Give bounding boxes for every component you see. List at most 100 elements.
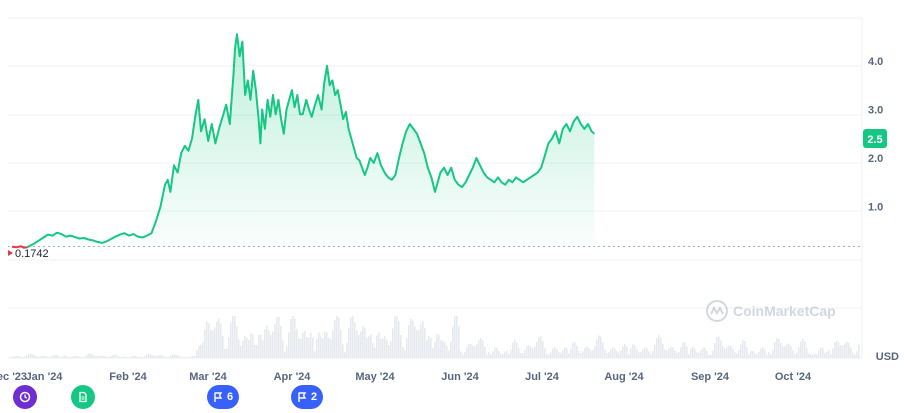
- volume-bar: [52, 355, 54, 358]
- volume-bar: [360, 331, 362, 358]
- volume-bar: [502, 353, 504, 358]
- event-marker[interactable]: [13, 385, 37, 409]
- volume-bar: [694, 349, 696, 358]
- volume-bar: [16, 355, 18, 358]
- volume-bar: [426, 340, 428, 358]
- volume-bar: [46, 356, 48, 358]
- y-tick-label: 2.0: [868, 153, 883, 165]
- volume-bar: [298, 338, 300, 358]
- volume-bar: [590, 350, 592, 358]
- volume-bar: [598, 335, 600, 358]
- volume-bar: [14, 356, 16, 358]
- volume-bar: [98, 355, 100, 358]
- volume-bar: [816, 354, 818, 358]
- volume-bar: [434, 341, 436, 358]
- volume-bar: [778, 338, 780, 358]
- volume-bar: [580, 353, 582, 358]
- volume-bar: [748, 354, 750, 358]
- volume-bar: [736, 353, 738, 358]
- volume-bar: [596, 339, 598, 358]
- volume-bar: [262, 340, 264, 358]
- volume-bar: [300, 339, 302, 358]
- volume-bar: [536, 342, 538, 358]
- volume-bar: [526, 346, 528, 358]
- volume-bar: [198, 345, 200, 358]
- volume-bar: [838, 342, 840, 358]
- volume-bar: [408, 325, 410, 358]
- volume-bar: [538, 337, 540, 358]
- volume-bar: [488, 352, 490, 358]
- volume-bar: [468, 343, 470, 358]
- volume-bar: [540, 336, 542, 358]
- volume-bar: [364, 328, 366, 358]
- volume-bar: [406, 338, 408, 358]
- volume-bar: [584, 348, 586, 358]
- y-unit-label: USD: [876, 351, 899, 363]
- volume-bar: [350, 317, 352, 358]
- volume-bar: [318, 332, 320, 358]
- volume-bar: [710, 354, 712, 358]
- volume-bar: [72, 356, 74, 358]
- event-count: 6: [227, 391, 234, 403]
- volume-bar: [510, 349, 512, 358]
- volume-bar: [388, 345, 390, 358]
- volume-bar: [266, 325, 268, 358]
- volume-bar: [222, 335, 224, 358]
- volume-bar: [438, 334, 440, 358]
- volume-bar: [782, 346, 784, 358]
- x-tick-label: Dec '23: [0, 371, 27, 383]
- volume-bar: [856, 351, 858, 358]
- volume-bar: [648, 351, 650, 358]
- event-marker[interactable]: 6: [207, 385, 240, 409]
- event-marker[interactable]: 2: [291, 385, 324, 409]
- volume-bar: [348, 328, 350, 358]
- volume-bar: [656, 337, 658, 358]
- volume-bar: [742, 339, 744, 358]
- volume-bar: [738, 350, 740, 358]
- event-marker[interactable]: [71, 385, 95, 409]
- volume-bar: [512, 342, 514, 358]
- volume-bar: [820, 347, 822, 358]
- volume-bar: [352, 316, 354, 358]
- volume-bar: [472, 345, 474, 358]
- volume-bar: [20, 356, 22, 358]
- volume-bar: [174, 354, 176, 358]
- price-line-below-baseline: [11, 245, 28, 249]
- volume-bar: [458, 325, 460, 358]
- volume-bar: [380, 338, 382, 358]
- volume-bar: [552, 348, 554, 358]
- volume-bar: [104, 356, 106, 358]
- volume-bar: [814, 353, 816, 358]
- volume-bar: [662, 344, 664, 358]
- volume-bar: [288, 332, 290, 358]
- volume-bar: [800, 341, 802, 358]
- volume-bar: [150, 354, 152, 358]
- volume-bar: [78, 356, 80, 358]
- volume-bar: [532, 348, 534, 358]
- volume-bar: [788, 343, 790, 358]
- volume-bar: [496, 347, 498, 358]
- volume-bar: [302, 332, 304, 358]
- volume-bar: [140, 356, 142, 358]
- volume-bar: [702, 347, 704, 358]
- coinmarketcap-watermark: CoinMarketCap: [706, 300, 836, 322]
- volume-bar: [374, 347, 376, 358]
- volume-bar: [272, 331, 274, 358]
- volume-bar: [680, 347, 682, 358]
- volume-bar: [308, 337, 310, 358]
- volume-bar: [384, 335, 386, 358]
- volume-bar: [322, 338, 324, 358]
- volume-bar: [366, 338, 368, 358]
- volume-bar: [296, 329, 298, 358]
- volume-bar: [530, 346, 532, 358]
- volume-bar: [600, 336, 602, 358]
- volume-bar: [254, 345, 256, 358]
- volume-bar: [848, 342, 850, 358]
- volume-bar: [826, 351, 828, 358]
- volume-bar: [722, 345, 724, 358]
- volume-bar: [478, 340, 480, 358]
- volume-bar: [818, 350, 820, 358]
- volume-bar: [84, 356, 86, 358]
- volume-bar: [414, 326, 416, 358]
